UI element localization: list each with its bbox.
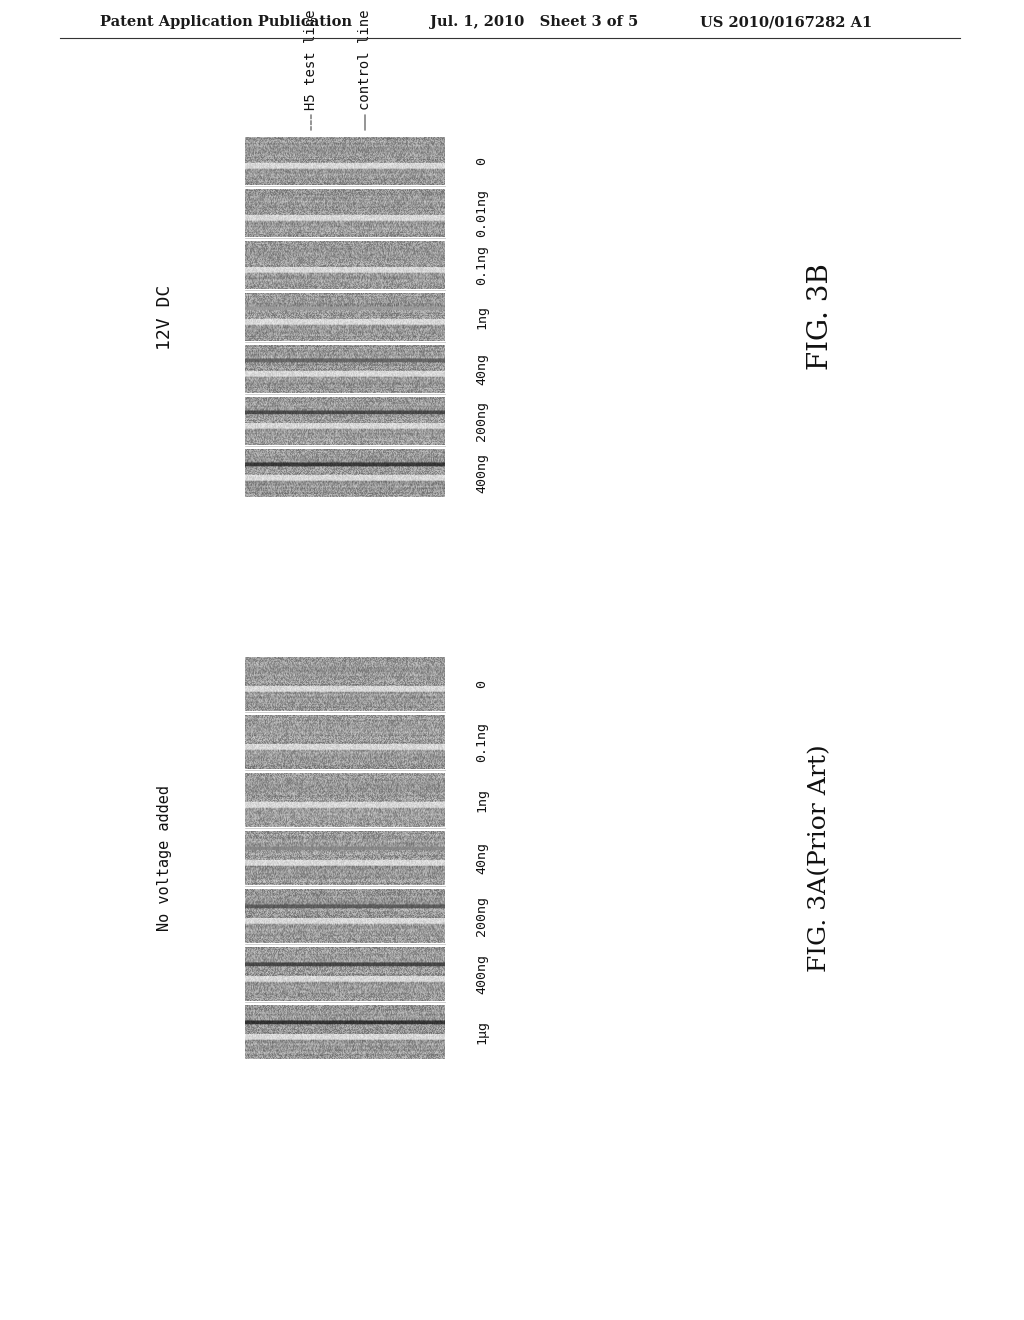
- Text: 0: 0: [475, 680, 488, 688]
- Text: 1μg: 1μg: [475, 1020, 488, 1044]
- Text: 40ng: 40ng: [475, 352, 488, 385]
- Text: 1ng: 1ng: [475, 305, 488, 329]
- Text: 0.01ng: 0.01ng: [475, 189, 488, 238]
- Text: FIG. 3B: FIG. 3B: [807, 264, 834, 371]
- Text: 400ng: 400ng: [475, 954, 488, 994]
- Text: 0.1ng: 0.1ng: [475, 722, 488, 762]
- Text: US 2010/0167282 A1: US 2010/0167282 A1: [700, 15, 872, 29]
- Text: 0: 0: [475, 157, 488, 165]
- Text: 400ng: 400ng: [475, 453, 488, 492]
- Text: Patent Application Publication: Patent Application Publication: [100, 15, 352, 29]
- Text: H5 test line: H5 test line: [304, 9, 318, 110]
- Text: No voltage added: No voltage added: [158, 785, 172, 931]
- Text: 1ng: 1ng: [475, 788, 488, 812]
- Text: 12V DC: 12V DC: [156, 284, 174, 350]
- Text: 40ng: 40ng: [475, 842, 488, 874]
- Text: 200ng: 200ng: [475, 896, 488, 936]
- Text: 0.1ng: 0.1ng: [475, 246, 488, 285]
- Text: FIG. 3A(Prior Art): FIG. 3A(Prior Art): [809, 744, 831, 972]
- Text: Jul. 1, 2010   Sheet 3 of 5: Jul. 1, 2010 Sheet 3 of 5: [430, 15, 638, 29]
- Text: 200ng: 200ng: [475, 401, 488, 441]
- Text: control line: control line: [358, 9, 372, 110]
